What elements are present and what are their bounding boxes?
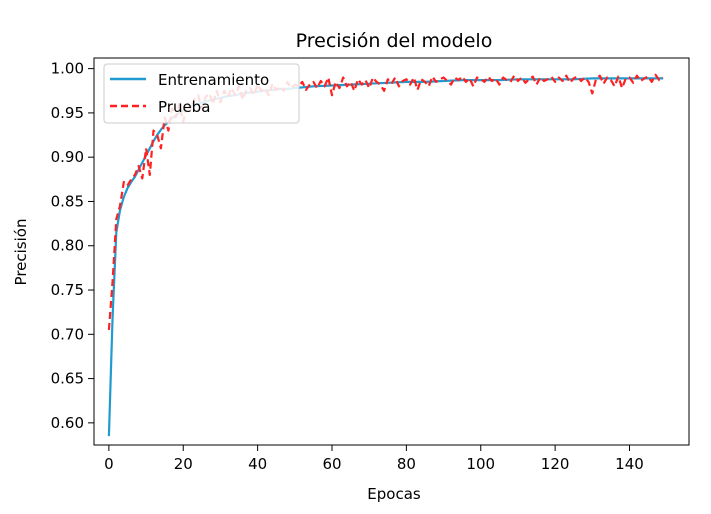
- x-axis-ticks: 0 20 40 60 80 100 120 140: [104, 445, 644, 473]
- y-tick-label: 0.90: [51, 148, 84, 166]
- x-tick-label: 80: [397, 455, 416, 473]
- y-tick-label: 0.95: [51, 104, 84, 122]
- y-tick-label: 0.85: [51, 192, 84, 210]
- y-tick-label: 0.80: [51, 237, 84, 255]
- x-tick-label: 20: [174, 455, 193, 473]
- legend-label-prueba: Prueba: [158, 98, 210, 116]
- x-tick-label: 40: [248, 455, 267, 473]
- y-tick-label: 0.60: [51, 414, 84, 432]
- x-axis-label: Epocas: [367, 485, 421, 503]
- y-tick-label: 1.00: [51, 60, 84, 78]
- y-tick-label: 0.75: [51, 281, 84, 299]
- x-tick-label: 100: [466, 455, 495, 473]
- x-tick-label: 120: [541, 455, 570, 473]
- x-tick-label: 60: [322, 455, 341, 473]
- legend: Entrenamiento Prueba: [103, 63, 300, 124]
- x-tick-label: 140: [615, 455, 644, 473]
- x-tick-label: 0: [104, 455, 114, 473]
- y-tick-label: 0.70: [51, 325, 84, 343]
- y-axis-label: Precisión: [12, 219, 30, 286]
- y-tick-label: 0.65: [51, 370, 84, 388]
- y-axis-ticks: 0.60 0.65 0.70 0.75 0.80 0.85 0.90 0.95 1.00: [51, 60, 94, 432]
- legend-label-entrenamiento: Entrenamiento: [158, 71, 269, 89]
- chart-title: Precisión del modelo: [296, 30, 493, 52]
- legend-box: [103, 63, 300, 124]
